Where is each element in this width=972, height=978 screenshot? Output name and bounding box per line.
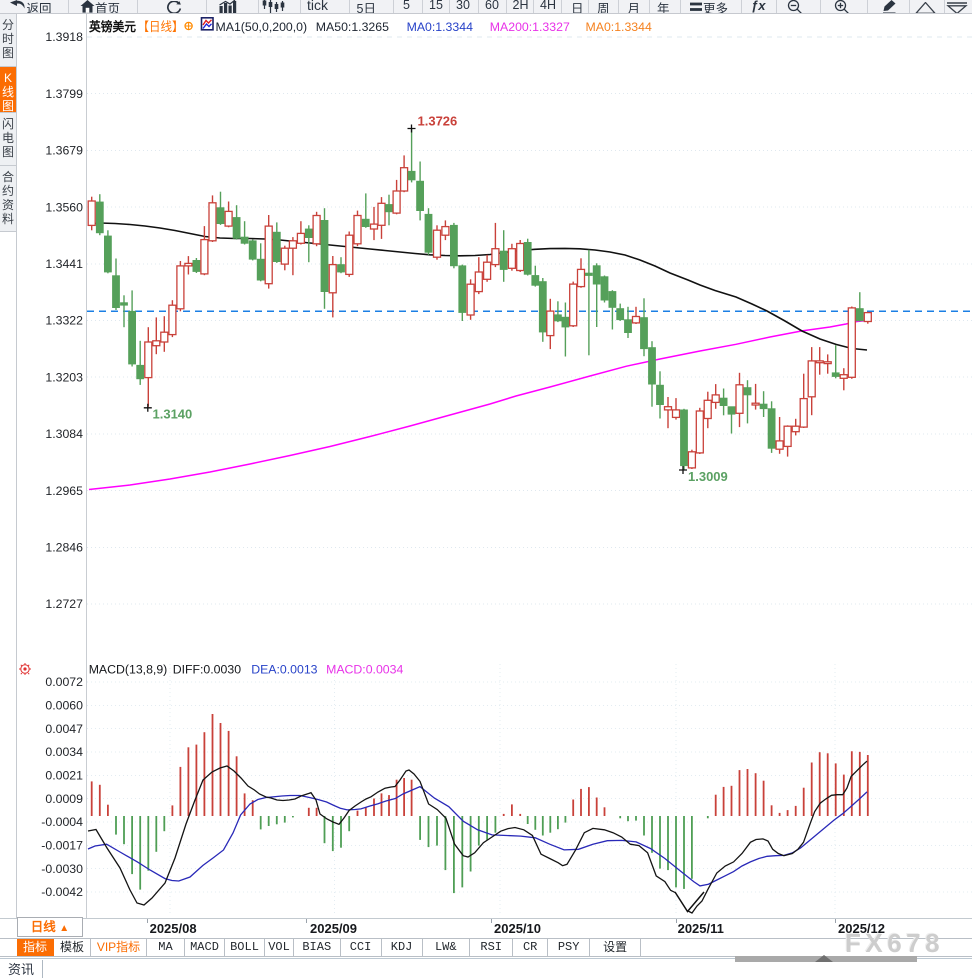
svg-text:1.3560: 1.3560 <box>45 200 83 214</box>
svg-text:-0.0042: -0.0042 <box>41 885 83 899</box>
svg-text:1.2965: 1.2965 <box>45 484 83 498</box>
svg-text:1.3441: 1.3441 <box>45 257 83 271</box>
svg-text:1.3322: 1.3322 <box>45 314 83 328</box>
svg-text:1.2727: 1.2727 <box>45 597 83 611</box>
svg-text:DEA:0.0013: DEA:0.0013 <box>251 663 317 677</box>
svg-text:DIFF:0.0030: DIFF:0.0030 <box>173 663 242 677</box>
svg-text:0.0034: 0.0034 <box>45 745 83 759</box>
svg-text:【日线】: 【日线】 <box>138 20 184 34</box>
svg-text:-0.0004: -0.0004 <box>41 815 83 829</box>
svg-text:1.3203: 1.3203 <box>45 370 83 384</box>
svg-text:MACD:0.0034: MACD:0.0034 <box>326 663 403 677</box>
svg-text:1.3799: 1.3799 <box>45 87 83 101</box>
svg-text:0.0021: 0.0021 <box>45 769 83 783</box>
svg-text:MA0:1.3344: MA0:1.3344 <box>407 20 473 34</box>
svg-text:1.3726: 1.3726 <box>418 114 458 129</box>
svg-text:1.3918: 1.3918 <box>45 30 83 44</box>
svg-text:MA0:1.3344: MA0:1.3344 <box>586 20 652 34</box>
svg-text:MA200:1.3327: MA200:1.3327 <box>490 20 570 34</box>
svg-text:1.3679: 1.3679 <box>45 144 83 158</box>
svg-text:-0.0030: -0.0030 <box>41 862 83 876</box>
svg-text:MA1(50,0,200,0): MA1(50,0,200,0) <box>216 20 308 34</box>
svg-text:MACD(13,8,9): MACD(13,8,9) <box>89 663 168 677</box>
svg-text:1.3009: 1.3009 <box>688 469 728 484</box>
svg-text:0.0009: 0.0009 <box>45 792 83 806</box>
svg-text:1.2846: 1.2846 <box>45 541 83 555</box>
svg-text:0.0047: 0.0047 <box>45 722 83 736</box>
svg-text:MA50:1.3265: MA50:1.3265 <box>316 20 389 34</box>
svg-text:1.3140: 1.3140 <box>153 407 193 422</box>
svg-text:英镑美元: 英镑美元 <box>88 19 137 34</box>
svg-text:0.0072: 0.0072 <box>45 675 83 689</box>
svg-text:0.0060: 0.0060 <box>45 699 83 713</box>
svg-text:1.3084: 1.3084 <box>45 427 83 441</box>
svg-text:-0.0017: -0.0017 <box>41 839 83 853</box>
